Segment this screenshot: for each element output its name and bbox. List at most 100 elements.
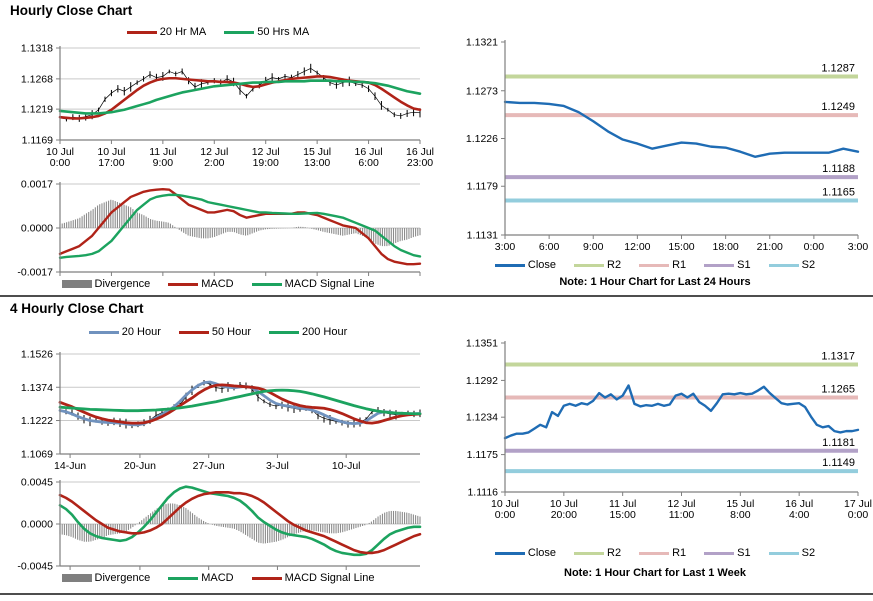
legend-swatch-icon <box>88 330 119 334</box>
svg-text:1.1116: 1.1116 <box>467 487 498 499</box>
legend-label: R1 <box>672 547 687 559</box>
svg-text:1.1317: 1.1317 <box>821 351 855 363</box>
hourly-macd-chart: 0.0017 0.0000 -0.0017 <box>17 179 422 279</box>
svg-text:1.1069: 1.1069 <box>21 449 53 461</box>
legend-label: S1 <box>737 259 751 271</box>
svg-text:1.1351: 1.1351 <box>466 338 498 350</box>
svg-text:1.1292: 1.1292 <box>466 375 498 387</box>
legend-pivot-1week: Close R2 R1 S1 S2 <box>440 545 870 561</box>
svg-text:18:00: 18:00 <box>712 241 738 253</box>
svg-text:1.1165: 1.1165 <box>822 186 855 198</box>
legend-label: MACD Signal Line <box>284 572 375 584</box>
legend-label: R2 <box>607 259 622 271</box>
svg-text:0.0000: 0.0000 <box>21 519 53 531</box>
legend-label: MACD <box>201 572 234 584</box>
four-hourly-macd-chart: 0.0045 0.0000 -0.0045 <box>17 477 422 573</box>
legend-label: MACD <box>201 278 234 290</box>
legend-label: MACD Signal Line <box>284 278 375 290</box>
svg-text:1.1321: 1.1321 <box>466 37 498 49</box>
legend-hourly-macd: Divergence MACD MACD Signal Line <box>14 276 422 292</box>
svg-text:3-Jul: 3-Jul <box>266 460 289 472</box>
svg-text:1.1318: 1.1318 <box>21 43 53 55</box>
legend-swatch-icon <box>639 263 670 267</box>
legend-item-20-hr-ma: 20 Hr MA <box>126 26 207 38</box>
svg-text:1.1374: 1.1374 <box>21 382 53 394</box>
svg-text:6:00: 6:00 <box>539 241 560 253</box>
svg-text:3:00: 3:00 <box>495 241 516 253</box>
svg-text:1.1222: 1.1222 <box>21 415 53 427</box>
legend-swatch-icon <box>639 551 670 555</box>
legend-swatch-icon <box>494 263 525 267</box>
legend-swatch-icon <box>704 263 735 267</box>
legend-swatch-icon <box>61 574 92 582</box>
svg-text:0.0017: 0.0017 <box>21 179 53 191</box>
legend-label: 50 Hrs MA <box>257 26 310 38</box>
svg-text:3:00: 3:00 <box>848 241 869 253</box>
legend-item-s2: S2 <box>768 547 815 559</box>
legend-4hourly-macd: Divergence MACD MACD Signal Line <box>14 570 422 586</box>
legend-label: Divergence <box>94 278 151 290</box>
svg-text:21:00: 21:00 <box>757 241 783 253</box>
legend-pivot-24h: Close R2 R1 S1 S2 <box>440 257 870 273</box>
svg-text:27-Jun: 27-Jun <box>193 460 225 472</box>
legend-item-close: Close <box>494 259 557 271</box>
svg-text:14-Jun: 14-Jun <box>54 460 86 472</box>
svg-text:0.0045: 0.0045 <box>21 477 53 489</box>
svg-text:1.1219: 1.1219 <box>21 104 53 116</box>
legend-item-macd: MACD <box>168 572 234 584</box>
legend-item-20-hour: 20 Hour <box>88 326 161 338</box>
legend-item-200-hour: 200 Hour <box>269 326 347 338</box>
legend-swatch-icon <box>251 282 282 286</box>
legend-item-r1: R1 <box>639 259 686 271</box>
svg-text:0.0000: 0.0000 <box>21 223 53 235</box>
legend-item-r1: R1 <box>639 547 686 559</box>
svg-text:1.1234: 1.1234 <box>466 412 498 424</box>
section-divider-1 <box>0 295 873 297</box>
svg-text:1.1287: 1.1287 <box>821 63 855 75</box>
legend-swatch-icon <box>61 280 92 288</box>
legend-label: 20 Hr MA <box>159 26 207 38</box>
legend-item-s1: S1 <box>704 547 751 559</box>
legend-swatch-icon <box>574 263 605 267</box>
legend-label: S1 <box>737 547 751 559</box>
legend-item-divergence: Divergence <box>61 572 150 584</box>
legend-swatch-icon <box>168 282 199 286</box>
note-24h: Note: 1 Hour Chart for Last 24 Hours <box>559 276 751 288</box>
section-divider-2 <box>0 593 873 595</box>
legend-item-divergence: Divergence <box>61 278 151 290</box>
legend-swatch-icon <box>768 263 799 267</box>
note-1week: Note: 1 Hour Chart for Last 1 Week <box>564 567 746 579</box>
svg-text:1.1226: 1.1226 <box>466 133 498 145</box>
svg-text:1.1273: 1.1273 <box>466 85 498 97</box>
svg-text:-0.0017: -0.0017 <box>17 267 53 279</box>
legend-label: Close <box>527 259 557 271</box>
svg-text:15:00: 15:00 <box>668 241 694 253</box>
legend-swatch-icon <box>251 576 282 580</box>
legend-swatch-icon <box>126 30 157 34</box>
svg-text:0:00: 0:00 <box>804 241 825 253</box>
legend-label: S2 <box>801 259 816 271</box>
legend-label: 20 Hour <box>121 326 161 338</box>
svg-text:1.1175: 1.1175 <box>467 449 498 461</box>
legend-item-macd-signal-line: MACD Signal Line <box>251 572 375 584</box>
